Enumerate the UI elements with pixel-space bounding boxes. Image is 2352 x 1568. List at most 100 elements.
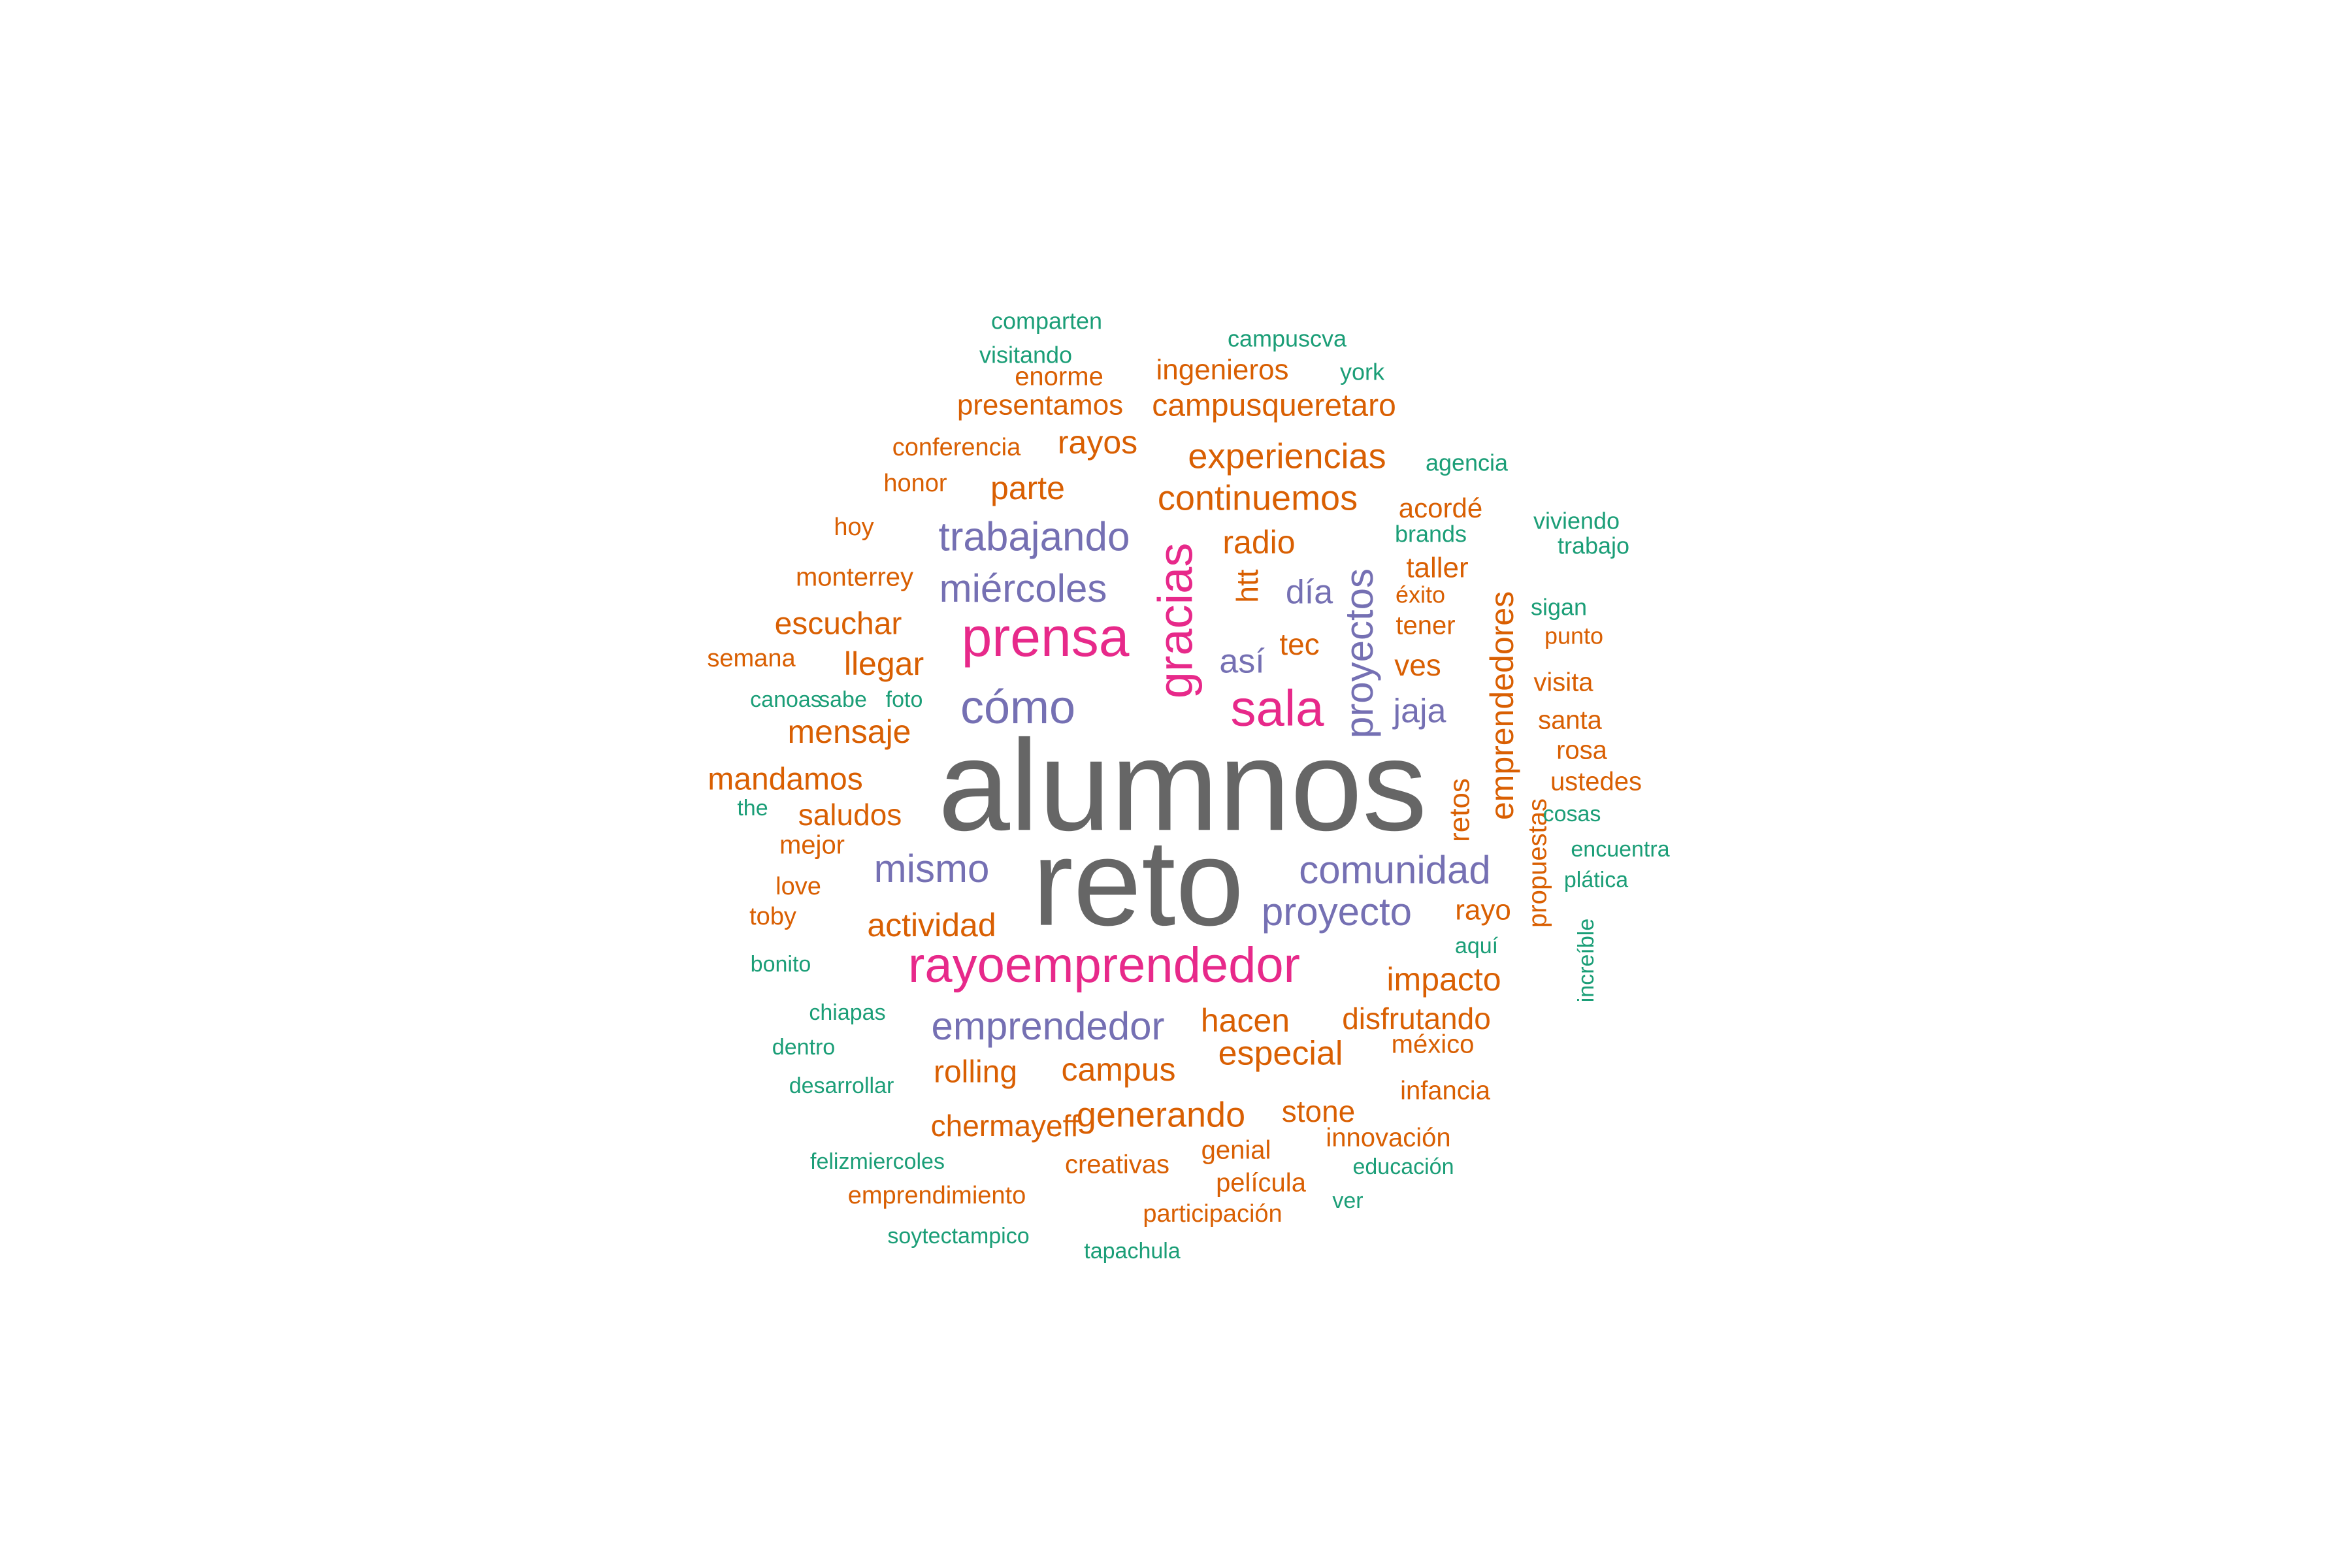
word-47: ingenieros [1156, 354, 1288, 386]
word-93: dentro [772, 1035, 835, 1060]
word-2: rayoemprendedor [908, 938, 1300, 993]
word-44: taller [1406, 552, 1468, 584]
word-91: bonito [751, 952, 811, 977]
word-84: foto [886, 687, 923, 712]
word-7: trabajando [938, 514, 1130, 559]
word-34: disfrutando [1342, 1002, 1491, 1036]
word-27: parte [990, 470, 1065, 506]
word-38: presentamos [957, 389, 1123, 421]
word-28: radio [1222, 524, 1295, 561]
word-57: creativas [1065, 1151, 1169, 1179]
word-11: comunidad [1299, 848, 1491, 892]
word-60: monterrey [796, 563, 913, 592]
word-16: jaja [1392, 693, 1446, 730]
word-59: película [1216, 1169, 1307, 1198]
word-94: desarrollar [789, 1073, 894, 1098]
word-4: sala [1230, 679, 1324, 737]
word-85: the [737, 796, 768, 821]
word-70: toby [749, 903, 796, 930]
word-89: increíble [1574, 919, 1599, 1003]
word-39: tec [1279, 627, 1319, 661]
word-64: éxito [1396, 581, 1445, 608]
word-21: mensaje [788, 713, 911, 750]
word-46: acordé [1399, 493, 1482, 523]
word-37: campusqueretaro [1152, 389, 1396, 423]
word-99: tapachula [1084, 1239, 1181, 1264]
word-75: visitando [979, 342, 1072, 368]
word-17: experiencias [1188, 436, 1386, 476]
word-79: brands [1395, 521, 1467, 547]
word-72: participación [1143, 1200, 1282, 1228]
word-29: llegar [844, 645, 924, 682]
word-86: cosas [1543, 802, 1601, 826]
word-36: stone [1282, 1094, 1356, 1128]
word-68: semana [707, 645, 796, 672]
word-58: genial [1201, 1136, 1271, 1165]
word-50: visita [1533, 668, 1593, 697]
word-6: cómo [960, 681, 1075, 734]
word-40: htt [1230, 569, 1264, 602]
word-71: emprendimiento [848, 1182, 1026, 1209]
word-43: ves [1394, 648, 1441, 682]
word-88: plática [1564, 868, 1628, 892]
word-73: comparten [991, 308, 1102, 335]
word-78: viviendo [1533, 508, 1620, 534]
word-32: saludos [798, 798, 902, 832]
word-23: generando [1077, 1095, 1245, 1134]
word-31: escuchar [775, 607, 902, 642]
word-24: campus [1061, 1051, 1175, 1088]
word-19: impacto [1386, 961, 1501, 998]
word-42: chermayeff [931, 1109, 1079, 1143]
word-77: agencia [1426, 449, 1509, 476]
word-20: actividad [867, 907, 996, 943]
word-12: mismo [874, 847, 990, 890]
word-15: así [1219, 643, 1265, 681]
word-48: enorme [1015, 363, 1103, 391]
word-69: love [776, 873, 821, 900]
word-80: trabajo [1558, 532, 1629, 559]
word-74: campuscva [1228, 325, 1347, 352]
word-5: gracias [1149, 543, 1203, 699]
word-66: honor [883, 470, 947, 497]
word-0: alumnos [938, 713, 1427, 857]
word-95: felizmiercoles [810, 1149, 945, 1174]
word-22: especial [1218, 1035, 1343, 1073]
word-83: sabe [819, 687, 867, 712]
word-90: aquí [1455, 934, 1499, 958]
word-45: rayo [1455, 894, 1511, 926]
word-33: mandamos [708, 762, 862, 797]
word-1: reto [1032, 814, 1244, 951]
word-61: mejor [779, 831, 845, 860]
word-62: méxico [1392, 1030, 1475, 1059]
word-54: propuestas [1524, 798, 1552, 928]
word-76: york [1340, 359, 1385, 385]
word-97: ver [1332, 1188, 1363, 1213]
word-3: prensa [962, 606, 1130, 668]
word-30: emprendedores [1484, 591, 1520, 820]
word-82: canoas [750, 687, 822, 712]
word-65: conferencia [892, 434, 1021, 461]
word-25: hacen [1201, 1002, 1290, 1039]
word-8: miércoles [939, 566, 1107, 610]
word-51: santa [1538, 706, 1603, 735]
word-10: proyecto [1262, 890, 1412, 934]
word-56: innovación [1326, 1124, 1450, 1152]
word-55: infancia [1400, 1077, 1491, 1105]
word-35: rolling [934, 1055, 1017, 1090]
word-67: hoy [834, 514, 874, 541]
word-14: día [1286, 574, 1333, 612]
word-49: tener [1396, 612, 1455, 640]
word-52: rosa [1556, 736, 1608, 765]
word-41: retos [1444, 778, 1476, 842]
word-96: educación [1352, 1154, 1454, 1179]
word-53: ustedes [1550, 768, 1642, 796]
word-26: rayos [1058, 424, 1137, 461]
word-63: punto [1544, 623, 1603, 649]
word-9: proyectos [1337, 568, 1381, 738]
word-92: chiapas [809, 1000, 885, 1025]
word-98: soytectampico [887, 1224, 1029, 1249]
word-18: continuemos [1158, 478, 1358, 517]
word-81: sigan [1531, 594, 1587, 621]
word-13: emprendedor [932, 1004, 1165, 1048]
